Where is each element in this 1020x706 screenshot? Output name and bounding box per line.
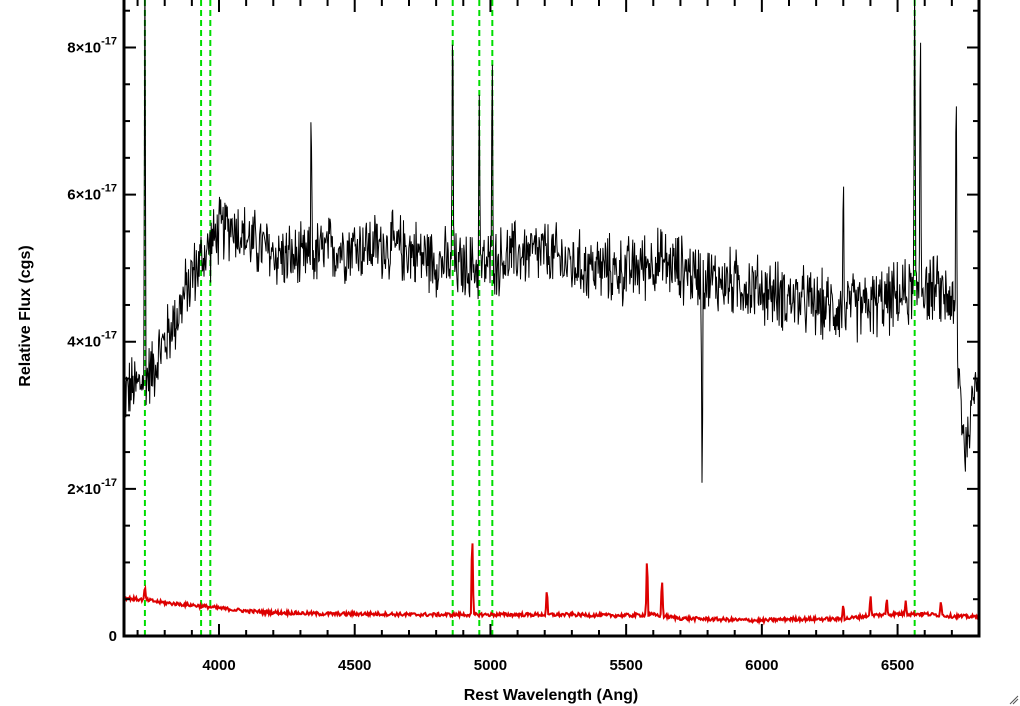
x-tick-label: 6000: [745, 657, 778, 674]
x-tick-label: 5000: [474, 657, 507, 674]
plot-contents: [124, 0, 979, 636]
spectrum-series-red: [124, 543, 979, 626]
y-tick-label: 4×10-17: [67, 330, 117, 351]
spectrum-series-black: [124, 0, 979, 483]
axes-frame: [122, 0, 981, 638]
y-axis-title: Relative Flux (cgs): [17, 245, 34, 386]
x-axis-title: Rest Wavelength (Ang): [464, 687, 639, 704]
x-tick-label: 5500: [609, 657, 642, 674]
x-tick-label: 4500: [338, 657, 371, 674]
y-tick-label: 0: [109, 628, 117, 645]
y-tick-label: 2×10-17: [67, 477, 117, 498]
plot-area: [122, 0, 981, 638]
y-tick-label: 6×10-17: [67, 183, 117, 204]
x-tick-label: 6500: [881, 657, 914, 674]
x-tick-label: 4000: [202, 657, 235, 674]
x-axis-ticks: 4000 4500 5000 5500 6000 6500: [136, 0, 980, 674]
y-tick-label: 8×10-17: [67, 35, 117, 56]
resize-grip-icon: [1009, 695, 1019, 705]
